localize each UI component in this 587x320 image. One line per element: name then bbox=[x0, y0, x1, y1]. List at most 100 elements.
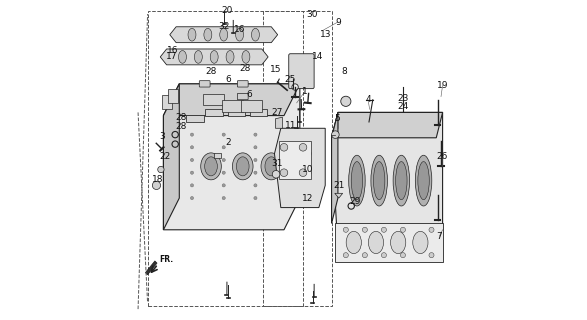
Circle shape bbox=[285, 171, 289, 174]
Circle shape bbox=[382, 252, 386, 258]
Circle shape bbox=[362, 252, 367, 258]
Circle shape bbox=[341, 96, 351, 106]
Ellipse shape bbox=[204, 28, 212, 41]
Bar bbox=[205, 109, 223, 116]
Text: 12: 12 bbox=[302, 194, 313, 203]
Text: 2: 2 bbox=[225, 138, 231, 147]
Text: 25: 25 bbox=[285, 75, 296, 84]
Text: 16: 16 bbox=[167, 46, 178, 55]
Text: 15: 15 bbox=[270, 65, 282, 74]
Circle shape bbox=[289, 149, 298, 158]
Circle shape bbox=[153, 181, 161, 189]
Text: 6: 6 bbox=[225, 75, 231, 84]
FancyBboxPatch shape bbox=[289, 54, 314, 89]
Ellipse shape bbox=[251, 28, 259, 41]
Circle shape bbox=[289, 168, 298, 178]
FancyBboxPatch shape bbox=[199, 81, 210, 87]
Circle shape bbox=[190, 184, 194, 187]
Circle shape bbox=[280, 143, 288, 151]
Ellipse shape bbox=[373, 162, 385, 200]
Bar bbox=[162, 95, 171, 109]
Circle shape bbox=[285, 133, 289, 136]
Bar bbox=[228, 109, 245, 116]
Circle shape bbox=[254, 133, 257, 136]
Bar bbox=[222, 100, 243, 112]
Text: 24: 24 bbox=[397, 101, 409, 111]
Circle shape bbox=[222, 158, 225, 162]
Text: 28: 28 bbox=[175, 122, 187, 131]
Text: 27: 27 bbox=[271, 108, 283, 117]
Text: 28: 28 bbox=[175, 113, 187, 122]
Ellipse shape bbox=[351, 162, 363, 200]
Ellipse shape bbox=[346, 231, 362, 253]
Bar bbox=[168, 89, 178, 103]
Ellipse shape bbox=[210, 51, 218, 63]
Text: 29: 29 bbox=[350, 197, 361, 206]
Circle shape bbox=[343, 227, 348, 232]
Ellipse shape bbox=[418, 162, 429, 200]
Ellipse shape bbox=[265, 157, 278, 176]
Circle shape bbox=[222, 196, 225, 200]
Circle shape bbox=[292, 84, 298, 90]
Text: 14: 14 bbox=[312, 52, 323, 61]
Ellipse shape bbox=[393, 155, 410, 206]
Ellipse shape bbox=[242, 51, 250, 63]
Text: 13: 13 bbox=[319, 30, 331, 39]
Circle shape bbox=[400, 252, 406, 258]
Polygon shape bbox=[170, 27, 278, 43]
Circle shape bbox=[382, 227, 386, 232]
FancyBboxPatch shape bbox=[237, 93, 248, 100]
Bar bbox=[203, 94, 224, 105]
Circle shape bbox=[190, 133, 194, 136]
Circle shape bbox=[343, 252, 348, 258]
Text: 32: 32 bbox=[218, 22, 230, 31]
Bar bbox=[250, 109, 267, 116]
Circle shape bbox=[254, 184, 257, 187]
Text: 28: 28 bbox=[239, 63, 251, 73]
Circle shape bbox=[222, 171, 225, 174]
Text: 4: 4 bbox=[365, 95, 371, 104]
Circle shape bbox=[190, 196, 194, 200]
Polygon shape bbox=[332, 112, 338, 223]
Ellipse shape bbox=[416, 155, 432, 206]
Ellipse shape bbox=[349, 155, 365, 206]
Polygon shape bbox=[160, 49, 268, 65]
Polygon shape bbox=[332, 112, 443, 249]
Polygon shape bbox=[146, 261, 157, 275]
Text: 1: 1 bbox=[302, 87, 308, 96]
Ellipse shape bbox=[220, 28, 228, 41]
Bar bbox=[187, 115, 204, 122]
Circle shape bbox=[285, 184, 289, 187]
Text: 19: 19 bbox=[437, 81, 448, 90]
Text: 9: 9 bbox=[335, 18, 341, 27]
Circle shape bbox=[254, 171, 257, 174]
Ellipse shape bbox=[235, 28, 244, 41]
Bar bbox=[279, 141, 311, 179]
Circle shape bbox=[429, 227, 434, 232]
Ellipse shape bbox=[237, 157, 249, 176]
Circle shape bbox=[302, 168, 311, 178]
Text: 10: 10 bbox=[302, 165, 313, 174]
Ellipse shape bbox=[261, 153, 282, 180]
Text: 11: 11 bbox=[285, 121, 296, 130]
Text: 8: 8 bbox=[342, 67, 347, 76]
Circle shape bbox=[362, 227, 367, 232]
Circle shape bbox=[222, 146, 225, 149]
Text: 7: 7 bbox=[437, 232, 442, 241]
Ellipse shape bbox=[369, 231, 383, 253]
Circle shape bbox=[332, 131, 339, 139]
Circle shape bbox=[254, 146, 257, 149]
Circle shape bbox=[222, 184, 225, 187]
Text: 30: 30 bbox=[306, 10, 318, 19]
Polygon shape bbox=[332, 112, 443, 138]
Circle shape bbox=[400, 227, 406, 232]
Circle shape bbox=[429, 252, 434, 258]
Ellipse shape bbox=[232, 153, 253, 180]
Circle shape bbox=[285, 196, 289, 200]
Text: 17: 17 bbox=[166, 52, 177, 61]
Text: 26: 26 bbox=[436, 152, 448, 161]
Circle shape bbox=[222, 133, 225, 136]
Circle shape bbox=[190, 171, 194, 174]
Ellipse shape bbox=[201, 153, 221, 180]
Ellipse shape bbox=[194, 51, 203, 63]
